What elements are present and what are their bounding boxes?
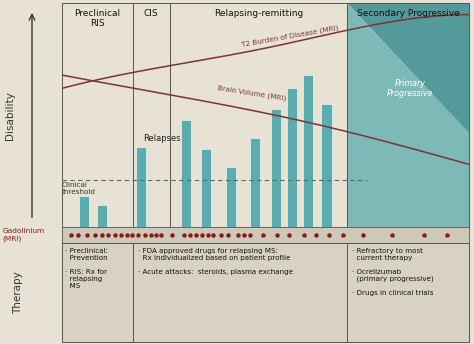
Bar (201, 149, 211, 227)
Text: · FDA approved drugs for relapsing MS:
  Rx individualized based on patient prof: · FDA approved drugs for relapsing MS: R… (138, 248, 293, 275)
Bar (79, 196, 89, 227)
Polygon shape (347, 3, 469, 133)
Bar (226, 167, 236, 227)
Bar (271, 109, 281, 227)
Text: · Refractory to most
  current therapy

· Ocrelizumab
  (primary progressive)

·: · Refractory to most current therapy · O… (352, 248, 434, 296)
Text: T2 Burden of Disease (MRI): T2 Burden of Disease (MRI) (241, 25, 339, 48)
Text: Preclinical
RIS: Preclinical RIS (74, 9, 120, 29)
Bar (136, 147, 146, 227)
Text: Relapsing-remitting: Relapsing-remitting (214, 9, 303, 18)
Bar (97, 205, 108, 227)
Bar (287, 88, 297, 227)
Text: Primary
Progressive: Primary Progressive (387, 79, 433, 98)
Text: Brain Volume (MRI): Brain Volume (MRI) (217, 85, 286, 102)
Text: Disability: Disability (5, 91, 16, 140)
Bar (250, 138, 260, 227)
Bar (321, 104, 332, 227)
Bar (303, 75, 313, 227)
Text: Relapses: Relapses (143, 134, 181, 143)
Text: Therapy: Therapy (13, 271, 23, 314)
Text: · Preclinical:
  Prevention

· RIS: Rx for
  relapsing
  MS: · Preclinical: Prevention · RIS: Rx for … (65, 248, 108, 289)
Polygon shape (347, 3, 469, 227)
Text: CIS: CIS (144, 9, 159, 18)
Bar (181, 120, 191, 227)
Text: Secondary Progressive: Secondary Progressive (356, 9, 460, 18)
Text: Clinical
threshold: Clinical threshold (62, 182, 96, 195)
Text: Gadolinium
(MRI): Gadolinium (MRI) (2, 228, 45, 241)
